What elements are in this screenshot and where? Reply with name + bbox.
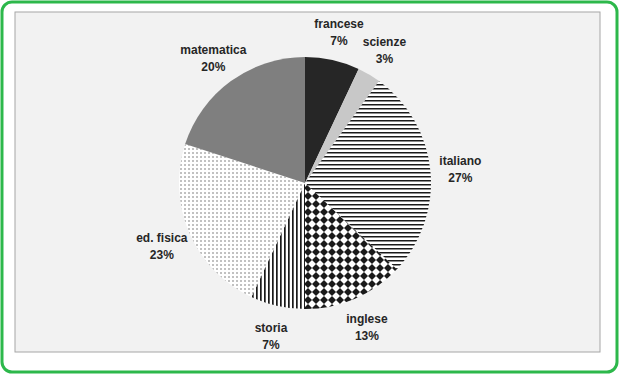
chart-root: francese 7% scienze 3% italiano 27% inglese 13%… [0, 0, 619, 374]
slice-value: 7% [330, 34, 348, 48]
slice-label: storia [255, 321, 288, 335]
chart-svg: francese 7% scienze 3% italiano 27% inglese 13%… [0, 0, 619, 374]
slice-label: francese [314, 17, 364, 31]
slice-value: 13% [355, 329, 379, 343]
slice-value: 23% [150, 248, 174, 262]
pie [179, 57, 431, 309]
slice-label: scienze [363, 35, 407, 49]
outer-frame [2, 2, 617, 372]
labels: francese 7% scienze 3% italiano 27% inglese 13%… [136, 17, 481, 352]
slice-value: 7% [262, 338, 280, 352]
slice-label: italiano [439, 154, 481, 168]
chart-area [15, 12, 600, 352]
slice-value: 27% [448, 171, 472, 185]
slice-value: 20% [201, 60, 225, 74]
slice-label: ed. fisica [136, 231, 188, 245]
pie-slice [185, 57, 305, 183]
slice-label: inglese [346, 312, 388, 326]
slice-label: matematica [180, 43, 246, 57]
slice-value: 3% [376, 52, 394, 66]
pie-slice [305, 183, 397, 309]
